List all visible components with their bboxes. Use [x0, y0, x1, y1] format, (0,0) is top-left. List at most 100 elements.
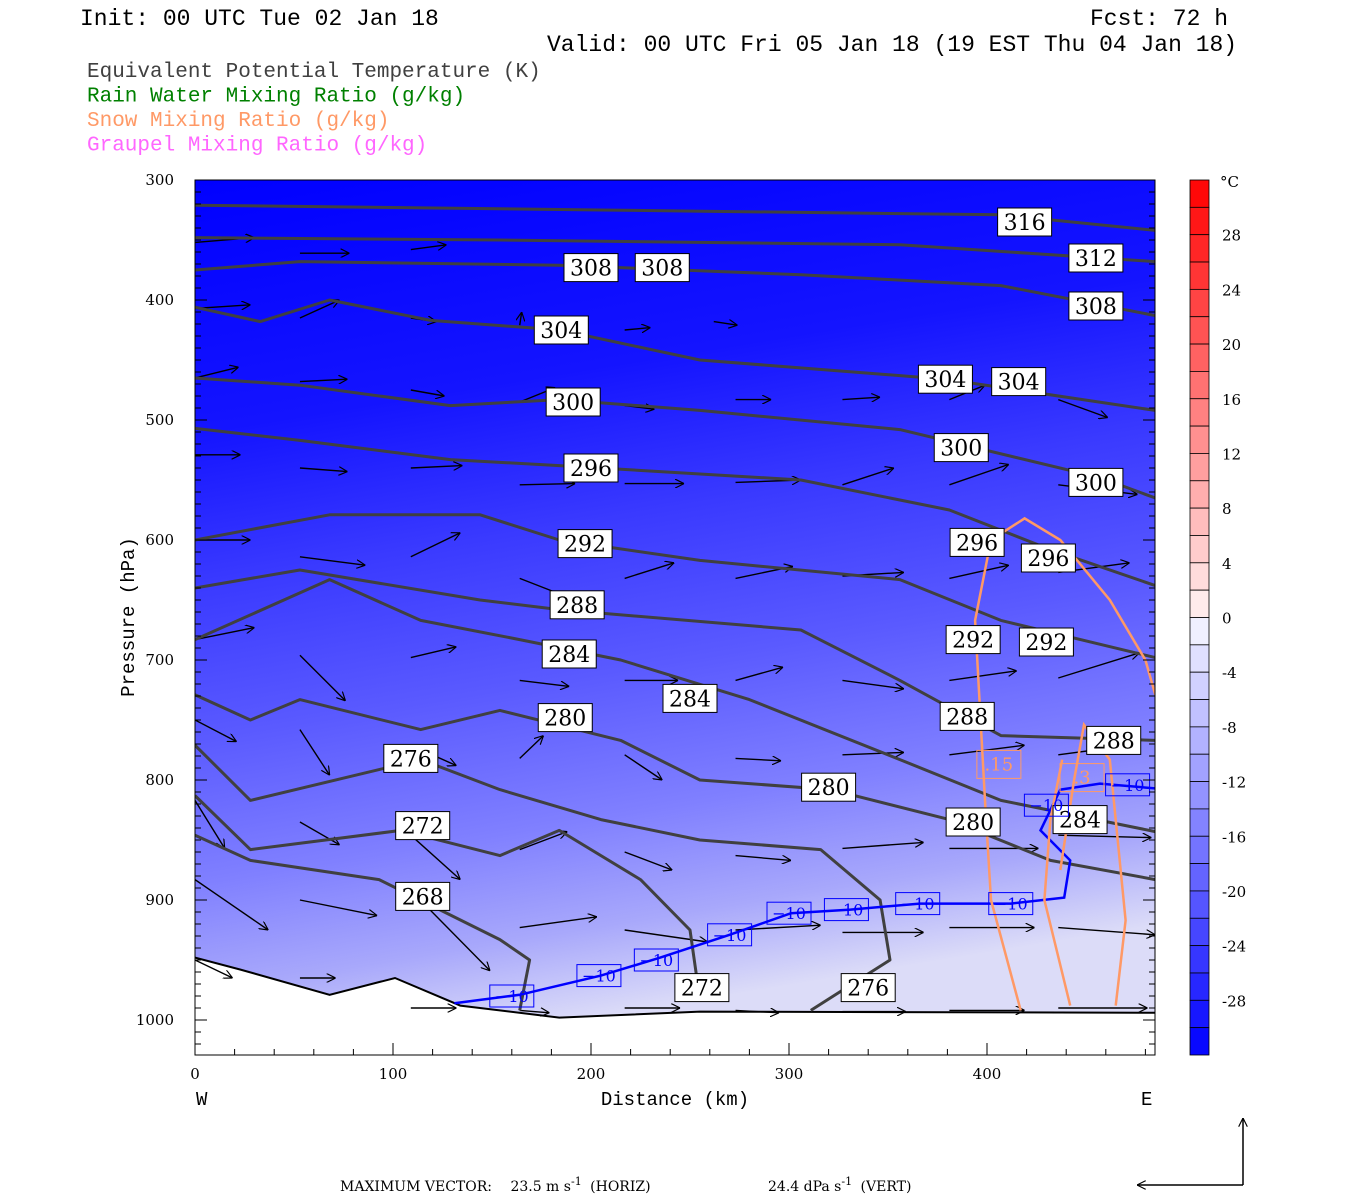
colorbar-box [1189, 617, 1210, 646]
theta-e-contour-300 [195, 376, 1155, 500]
contour-label-box [840, 973, 896, 1003]
wind-vector [410, 389, 445, 396]
colorbar-tick-label: -20 [1222, 883, 1246, 901]
wind-vector [1058, 398, 1108, 418]
plot-area: 316 312 308 308 308 304 304 304 300 300 300 296 296 2… [136, 171, 1156, 1083]
colorbar-box [1189, 288, 1210, 318]
theta-e-label: 296 [1027, 547, 1069, 572]
wind-vector [299, 654, 346, 701]
isotherm-label: −10 [713, 926, 747, 945]
y-tick-label: 600 [145, 531, 174, 549]
terrain-fill [195, 957, 1155, 1055]
isotherm-label: −10 [495, 987, 529, 1006]
colorbar-box [1189, 206, 1210, 236]
isotherm-label: −10 [582, 967, 616, 986]
theta-e-label: 304 [998, 371, 1040, 396]
wind-vector [519, 917, 597, 929]
wind-vector [195, 959, 233, 978]
wind-vector [410, 245, 447, 250]
reference-vector-key [1137, 1118, 1243, 1185]
legend-item: Equivalent Potential Temperature (K) [87, 61, 541, 84]
wind-vector [195, 367, 239, 379]
contour-label-box [537, 703, 593, 733]
colorbar-tick-label: 0 [1222, 610, 1232, 628]
wind-vector [520, 312, 522, 326]
colorbar-tick-label: 20 [1222, 336, 1241, 354]
theta-e-label: 300 [552, 391, 594, 416]
contour-label-box [949, 527, 1005, 557]
contour-label-box [563, 253, 619, 283]
colorbar-box [1189, 999, 1210, 1029]
isotherm-label: −10 [1030, 796, 1064, 815]
wind-vector [410, 466, 462, 468]
wind-vector [299, 379, 348, 381]
colorbar-box [1189, 835, 1210, 864]
wind-vector [519, 832, 568, 851]
y-tick-label: 900 [145, 891, 174, 909]
colorbar-box [1189, 890, 1210, 919]
colorbar-box [1189, 972, 1210, 1001]
isotherm-label: −10 [639, 951, 673, 970]
colorbar-box [1189, 589, 1210, 618]
horiz-tag: (HORIZ) [590, 1179, 650, 1195]
legend-item: Rain Water Mixing Ratio (g/kg) [87, 86, 465, 109]
colorbar-box [1189, 726, 1210, 755]
wind-vector [735, 1010, 780, 1012]
colorbar-unit: °C [1220, 173, 1239, 191]
colorbar-box [1189, 343, 1210, 372]
forecast-hour: Fcst: 72 h [1090, 6, 1228, 32]
theta-e-contour-304 [195, 298, 1155, 412]
theta-e-label: 312 [1075, 247, 1117, 272]
wind-vector [299, 899, 377, 916]
contour-label-box [563, 453, 619, 483]
colorbar-tick-label: -4 [1222, 664, 1237, 682]
wind-vector [842, 842, 923, 850]
wind-vector [949, 464, 1008, 486]
colorbar-box [1189, 179, 1210, 208]
theta-e-contour-296 [195, 426, 1155, 588]
wind-vector [624, 851, 673, 870]
wind-vector [624, 328, 651, 330]
theta-e-label: 304 [924, 368, 966, 393]
theta-e-contour-292 [195, 513, 1155, 660]
wind-vector [299, 821, 340, 845]
colorbar-tick-label: 4 [1222, 555, 1232, 573]
colorbar-tick-label: 8 [1222, 500, 1232, 518]
terrain-line [195, 956, 1155, 1019]
theta-e-label: 284 [669, 687, 711, 712]
theta-e-label: 272 [402, 815, 444, 840]
vert-tag: (VERT) [861, 1179, 912, 1195]
wind-vector [519, 679, 570, 686]
contour-label-box [945, 807, 1001, 837]
theta-e-label: 296 [956, 531, 998, 556]
theta-e-label: 316 [1004, 211, 1046, 236]
isotherm-label-box [576, 964, 622, 988]
theta-e-contour-284 [195, 578, 1155, 834]
theta-e-label: 292 [564, 533, 606, 558]
wind-vector [195, 800, 225, 848]
colorbar-box [1189, 562, 1210, 591]
colorbar-tick-label: -28 [1222, 992, 1246, 1010]
colorbar-tick-label: -16 [1222, 828, 1246, 846]
colorbar-box [1189, 945, 1210, 974]
colorbar-box [1189, 671, 1210, 700]
contour-label-box [545, 387, 601, 417]
contour-label-box [1068, 243, 1124, 273]
wind-vector [842, 468, 893, 486]
contour-label-box [1086, 725, 1142, 755]
theta-e-label: 308 [1075, 295, 1117, 320]
theta-e-label: 308 [570, 257, 612, 282]
wind-vector [842, 397, 880, 399]
contour-label-box [634, 253, 690, 283]
x-tick-label: 400 [973, 1065, 1002, 1083]
contour-label-box [997, 207, 1053, 237]
theta-e-label: 292 [1025, 631, 1067, 656]
y-tick-label: 1000 [136, 1011, 174, 1029]
wind-vector [195, 879, 268, 930]
snow-label: .3 [1073, 768, 1090, 789]
theta-e-label: 304 [540, 319, 582, 344]
colorbar-tick-label: -24 [1222, 938, 1246, 956]
theta-e-contour-272 [195, 794, 702, 1000]
wind-vector [949, 671, 1016, 682]
colorbar-box [1189, 808, 1210, 837]
